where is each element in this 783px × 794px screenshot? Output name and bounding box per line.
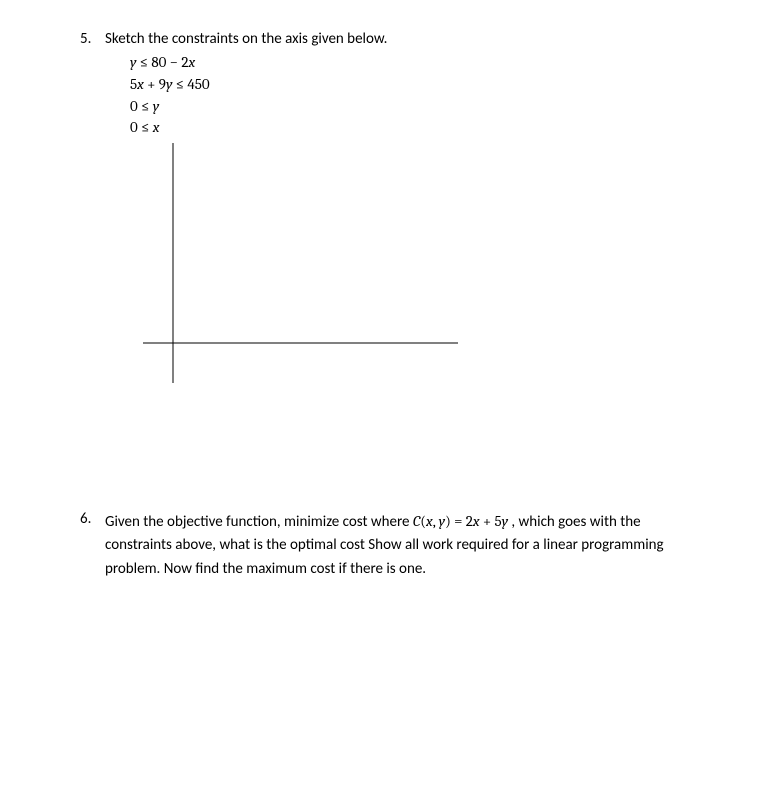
problem-5-number: 5. (80, 30, 105, 48)
blank-axes (143, 143, 463, 383)
constraint-2: 5x + 9y ≤ 450 (130, 74, 703, 96)
constraint-3: 0 ≤ y (130, 96, 703, 118)
constraint-list: y ≤ 80 − 2x5x + 9y ≤ 4500 ≤ y0 ≤ x (105, 52, 703, 139)
problem-6-body: Given the objective function, minimize c… (105, 510, 703, 581)
constraint-4: 0 ≤ x (130, 117, 703, 139)
problem-6-number: 6. (80, 510, 105, 528)
problem-6: 6. Given the objective function, minimiz… (80, 510, 703, 581)
axes-figure (143, 143, 703, 388)
q6-objective-function: C(x, y) = 2x + 5y (413, 512, 512, 530)
q6-text-before: Given the objective function, minimize c… (105, 513, 413, 531)
constraint-1: y ≤ 80 − 2x (130, 52, 703, 74)
problem-5: 5. Sketch the constraints on the axis gi… (80, 30, 703, 388)
problem-5-instruction: Sketch the constraints on the axis given… (105, 30, 703, 48)
problem-5-body: Sketch the constraints on the axis given… (105, 30, 703, 388)
page: 5. Sketch the constraints on the axis gi… (0, 0, 783, 601)
